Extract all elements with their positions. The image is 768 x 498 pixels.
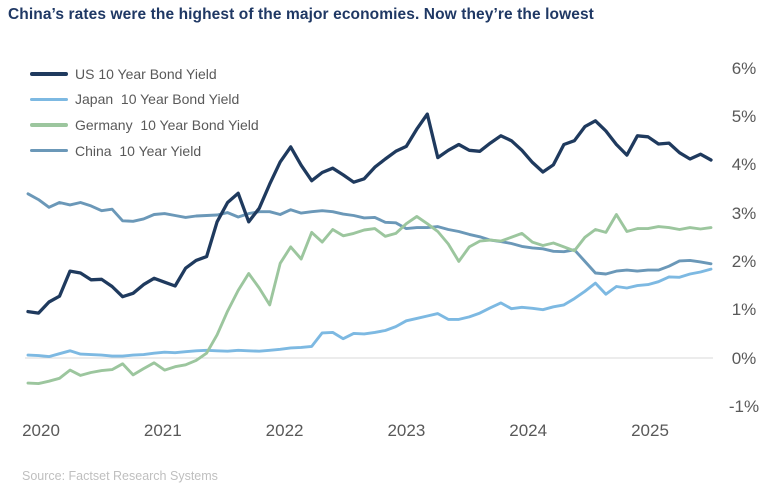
x-axis-label: 2022 [265,421,304,440]
legend-swatch-japan [30,97,68,102]
legend-label: US 10 Year Bond Yield [75,65,217,82]
x-axis-label: 2023 [387,421,426,440]
series-line-us [26,112,713,315]
legend-item-china: China 10 Year Yield [30,138,259,164]
y-axis-label: 3% [731,203,757,223]
x-axis-label: 2021 [143,421,182,440]
y-axis-label: 2% [731,251,757,271]
legend: US 10 Year Bond Yield Japan 10 Year Bond … [30,61,259,163]
y-axis-label: 6% [731,58,757,78]
y-axis-label: 4% [731,155,757,175]
legend-swatch-china [30,148,68,153]
y-axis-label: -1% [728,396,760,416]
legend-label: Japan 10 Year Bond Yield [75,91,240,108]
source-note: Source: Factset Research Systems [22,469,218,483]
y-axis-label: 0% [731,348,757,368]
chart-title: China’s rates were the highest of the ma… [8,6,594,23]
legend-swatch-germany [30,123,68,127]
legend-label: Germany 10 Year Bond Yield [75,116,259,133]
y-axis-label: 5% [731,107,757,126]
series-line-china [26,192,713,276]
x-axis-label: 2025 [631,421,669,440]
legend-item-germany: Germany 10 Year Bond Yield [30,112,259,138]
series-line-germany [26,213,713,386]
x-axis-label: 2024 [509,421,548,440]
legend-swatch-us [30,72,68,76]
series-line-japan [26,267,713,359]
legend-label: China 10 Year Yield [75,142,202,159]
y-axis-label: 1% [731,300,757,320]
legend-item-japan: Japan 10 Year Bond Yield [30,87,259,113]
x-axis-label: 2020 [22,421,60,440]
legend-item-us: US 10 Year Bond Yield [30,61,259,87]
